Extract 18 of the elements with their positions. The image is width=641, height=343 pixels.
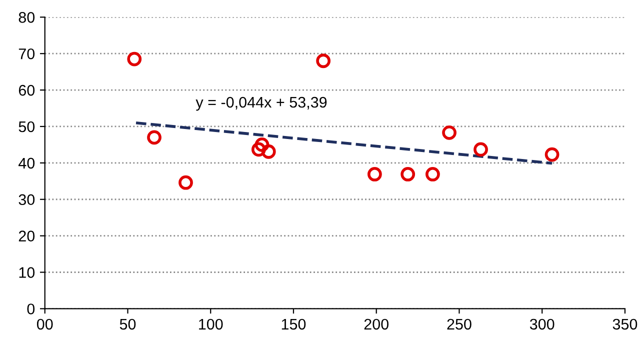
y-tick-label: 10 — [19, 267, 35, 278]
annotation: y = -0,044x + 53,39 — [196, 96, 327, 111]
y-tick-label: 60 — [18, 84, 35, 96]
y-tick-label: 0 — [27, 304, 35, 314]
y-tick-label: 20 — [18, 230, 35, 242]
x-tick-label: 100 — [199, 318, 223, 330]
y-tick-label: 30 — [18, 194, 35, 206]
x-tick-label: 00 — [36, 318, 53, 330]
x-tick-label: 200 — [364, 318, 389, 330]
x-tick-label: 150 — [282, 318, 306, 330]
x-tick-label: 350 — [612, 318, 638, 330]
y-tick-label: 40 — [18, 158, 35, 169]
y-tick-label: 70 — [18, 48, 35, 60]
x-tick-label: 300 — [530, 318, 554, 330]
y-tick-label: 50 — [18, 121, 35, 132]
x-tick-label: 250 — [447, 318, 472, 330]
y-tick-label: 80 — [18, 12, 35, 23]
x-tick-label: 50 — [120, 318, 136, 330]
